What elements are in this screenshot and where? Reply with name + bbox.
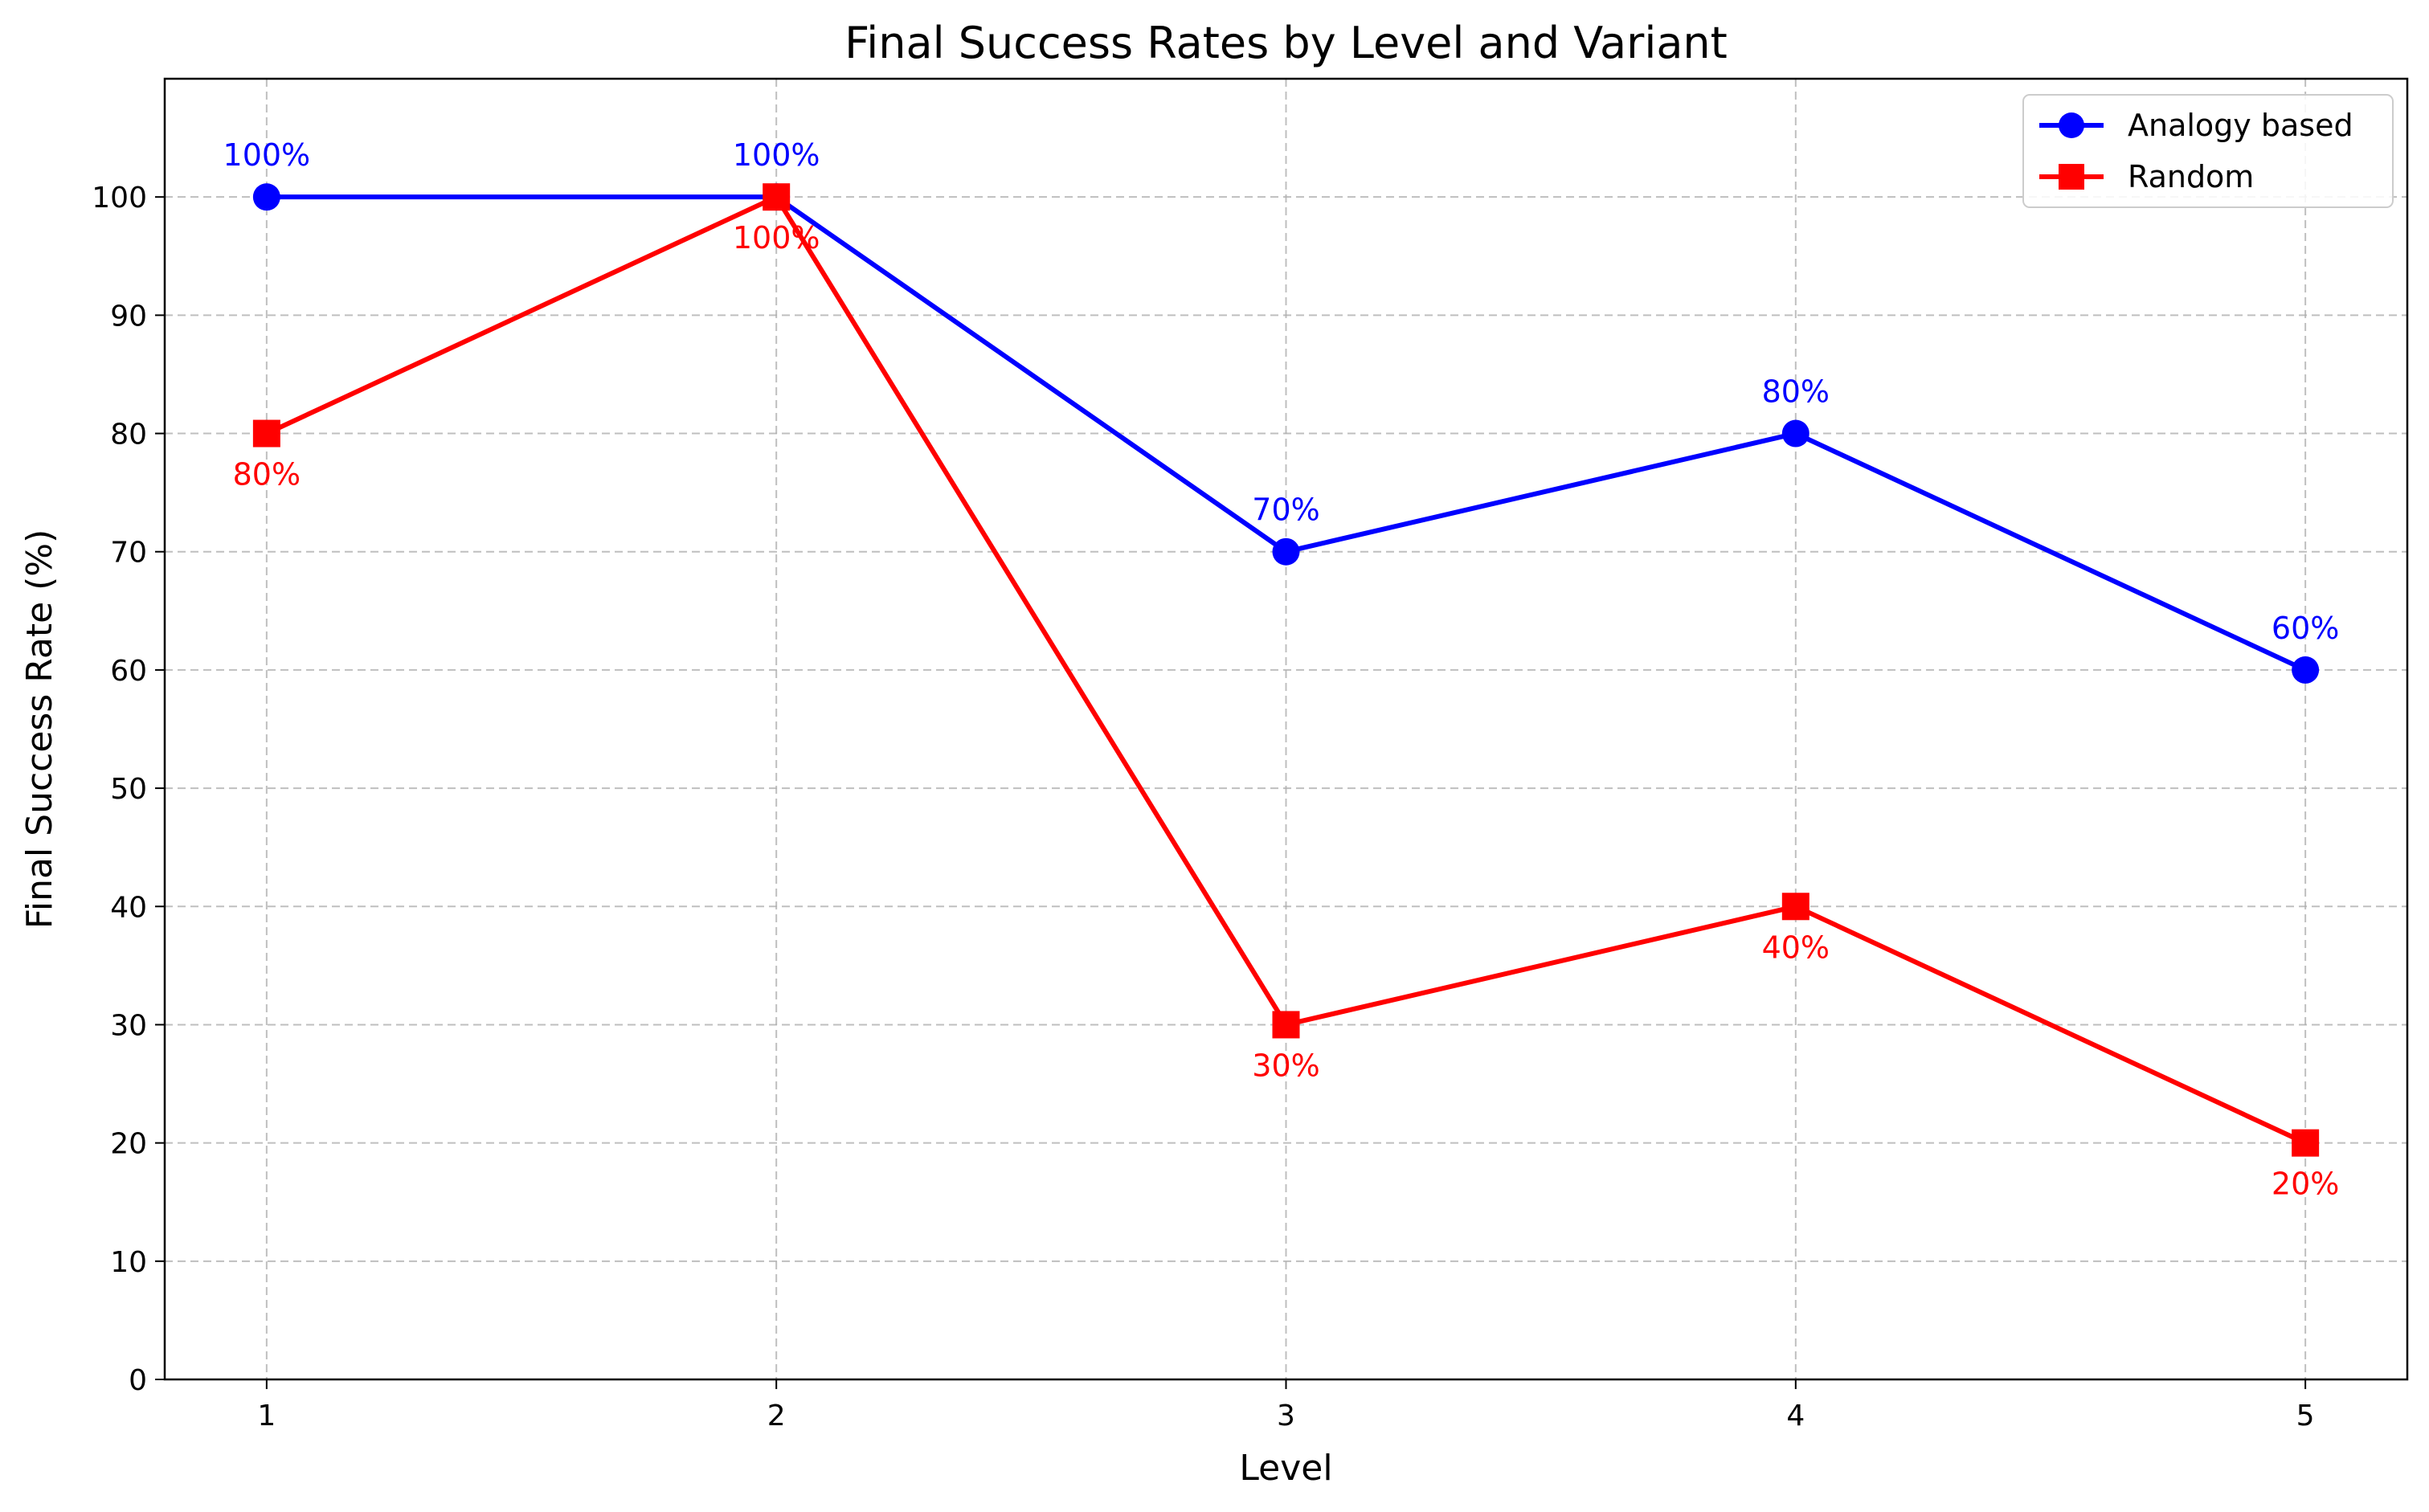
data-point — [1272, 1011, 1300, 1039]
data-point — [252, 183, 280, 211]
data-label: 80% — [1762, 374, 1830, 410]
y-axis-label: Final Success Rate (%) — [19, 529, 60, 930]
grid — [165, 79, 2407, 1380]
data-label: 60% — [2272, 611, 2339, 646]
data-label: 20% — [2272, 1167, 2339, 1202]
legend-marker — [2059, 164, 2084, 190]
legend-item: Analogy based — [2039, 108, 2353, 143]
y-tick-label: 90 — [110, 300, 147, 333]
y-tick-label: 40 — [110, 891, 147, 924]
x-axis-label: Level — [1239, 1448, 1332, 1489]
series-layer: 100% 100% 70% 80% 60% 80% 100% 30% 40% 20% — [223, 137, 2340, 1201]
chart-title: Final Success Rates by Level and Variant — [844, 18, 1728, 68]
axes: 0 10 20 30 40 50 60 70 80 90 100 1 2 3 4 5 — [92, 182, 2314, 1432]
legend-item: Random — [2039, 159, 2254, 194]
series-2 — [252, 183, 2320, 1157]
data-label: 30% — [1252, 1048, 1319, 1083]
x-tick-label: 2 — [767, 1400, 786, 1432]
data-label: 70% — [1252, 492, 1319, 528]
x-tick-label: 1 — [257, 1400, 276, 1432]
legend-label: Analogy based — [2128, 108, 2353, 143]
data-point — [1781, 893, 1809, 921]
y-tick-label: 20 — [110, 1128, 147, 1161]
x-tick-label: 5 — [2296, 1400, 2315, 1432]
x-tick-label: 3 — [1277, 1400, 1295, 1432]
y-tick-label: 80 — [110, 419, 147, 452]
y-tick-label: 70 — [110, 537, 147, 570]
legend-label: Random — [2128, 159, 2254, 194]
y-tick-label: 100 — [92, 182, 147, 215]
data-point — [2292, 656, 2320, 684]
y-tick-label: 0 — [129, 1364, 147, 1397]
x-tick-label: 4 — [1786, 1400, 1805, 1432]
data-label: 80% — [233, 457, 301, 492]
data-label: 100% — [733, 137, 820, 173]
y-tick-label: 50 — [110, 773, 147, 806]
y-tick-label: 30 — [110, 1009, 147, 1042]
y-tick-label: 60 — [110, 655, 147, 688]
data-point — [763, 183, 791, 211]
data-point — [252, 419, 280, 447]
data-label: 100% — [733, 220, 820, 255]
legend-marker — [2059, 112, 2084, 138]
legend: Analogy based Random — [2022, 94, 2394, 208]
data-point — [1781, 419, 1809, 447]
data-label: 100% — [223, 137, 311, 173]
data-point — [2292, 1129, 2320, 1157]
data-label: 40% — [1762, 930, 1830, 965]
y-tick-label: 10 — [110, 1246, 147, 1279]
legend-box — [2022, 94, 2394, 208]
data-point — [1272, 537, 1300, 566]
